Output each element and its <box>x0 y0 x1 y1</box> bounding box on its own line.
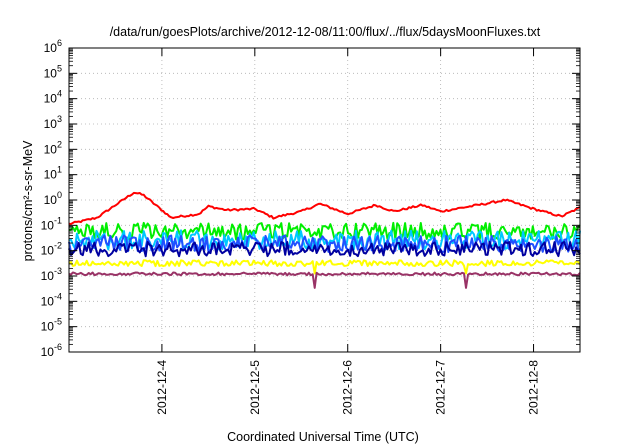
y-tick-label: 103 <box>44 114 62 131</box>
grid-lines <box>69 48 580 352</box>
series-line <box>68 229 581 251</box>
data-series <box>68 191 581 289</box>
y-tick-label: 100 <box>44 190 62 207</box>
x-tick-label: 2012-12-6 <box>341 360 355 415</box>
y-tick-label: 10-1 <box>41 215 62 232</box>
y-tick-label: 10-3 <box>41 266 62 283</box>
series-line <box>68 234 581 254</box>
x-tick-label: 2012-12-8 <box>527 360 541 415</box>
x-tick-label: 2012-12-5 <box>248 360 262 415</box>
y-tick-label: 105 <box>44 63 62 80</box>
series-line <box>68 240 581 258</box>
y-axis-title: protons/cm²-s-sr-MeV <box>21 140 35 262</box>
series-line <box>68 271 581 289</box>
y-tick-label: 101 <box>44 165 62 182</box>
x-tick-label: 2012-12-4 <box>155 360 169 415</box>
chart-title: /data/run/goesPlots/archive/2012-12-08/1… <box>110 25 541 39</box>
y-tick-label: 10-6 <box>41 342 62 359</box>
series-line <box>68 191 581 225</box>
x-axis-title: Coordinated Universal Time (UTC) <box>227 430 419 444</box>
x-axis-ticks: 2012-12-4 2012-12-5 2012-12-6 2012-12-7 2012… <box>155 48 541 415</box>
y-tick-label: 106 <box>44 38 62 55</box>
series-line <box>68 259 581 275</box>
y-tick-label: 104 <box>44 89 62 106</box>
y-tick-label: 102 <box>44 139 62 156</box>
y-tick-label: 10-4 <box>41 291 62 308</box>
y-tick-label: 10-5 <box>41 317 62 334</box>
y-tick-label: 10-2 <box>41 241 62 258</box>
x-tick-label: 2012-12-7 <box>434 360 448 415</box>
y-axis-ticks: 10-6 10-5 10-4 10-3 10-2 10-1 100 101 102 103 104 1… <box>41 38 580 359</box>
